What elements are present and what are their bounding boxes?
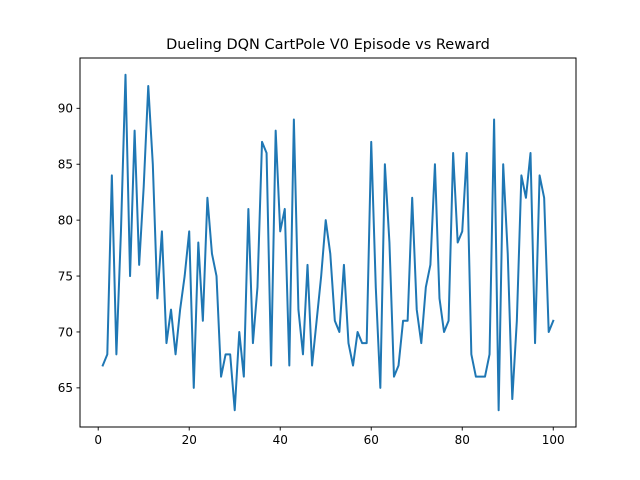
chart-title: Dueling DQN CartPole V0 Episode vs Rewar… <box>166 37 490 53</box>
y-tick-label: 70 <box>58 325 73 339</box>
x-tick-label: 40 <box>273 433 288 447</box>
y-tick-label: 80 <box>58 213 73 227</box>
x-axis: 0 20 40 60 80 100 <box>94 427 565 447</box>
reward-series-line <box>101 73 555 412</box>
y-tick-label: 90 <box>58 102 73 116</box>
x-tick-label: 80 <box>455 433 470 447</box>
y-tick-label: 65 <box>58 381 73 395</box>
y-tick-label: 75 <box>58 269 73 283</box>
x-tick-label: 20 <box>182 433 197 447</box>
y-axis: 65 70 75 80 85 90 <box>58 102 80 395</box>
x-tick-label: 100 <box>542 433 565 447</box>
y-tick-label: 85 <box>58 158 73 172</box>
plot-area-frame <box>79 57 577 428</box>
x-tick-label: 0 <box>94 433 102 447</box>
x-tick-label: 60 <box>364 433 379 447</box>
